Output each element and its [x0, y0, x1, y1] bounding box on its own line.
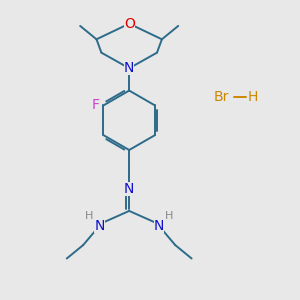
Text: N: N: [154, 219, 164, 233]
Text: O: O: [124, 17, 135, 31]
Text: N: N: [94, 219, 105, 233]
Text: N: N: [124, 61, 134, 75]
Text: H: H: [248, 89, 258, 103]
Text: N: N: [124, 182, 134, 196]
Text: H: H: [85, 211, 93, 221]
Text: Br: Br: [214, 89, 229, 103]
Text: H: H: [165, 211, 173, 221]
Text: F: F: [92, 98, 100, 112]
